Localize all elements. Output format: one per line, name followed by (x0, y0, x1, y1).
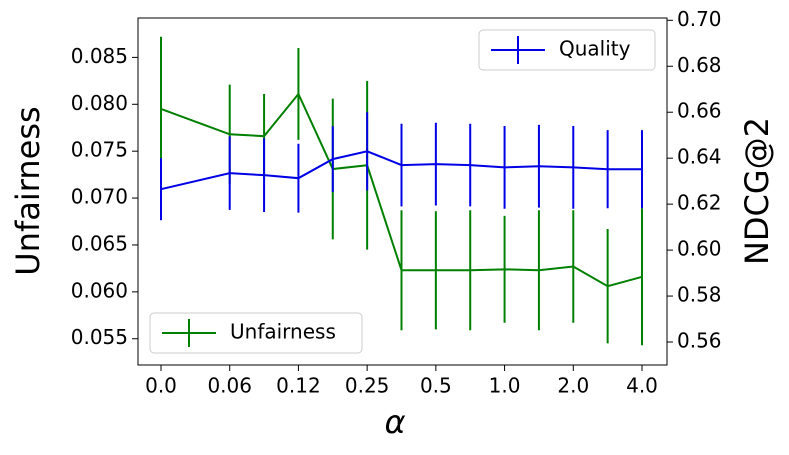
y2-tick-label: 0.60 (677, 237, 722, 261)
y2-tick-label: 0.68 (677, 53, 722, 77)
x-axis-label: α (384, 403, 405, 441)
y2-tick-label: 0.56 (677, 329, 722, 353)
plot-frame (137, 17, 668, 366)
x-tick-label: 0.25 (345, 374, 390, 398)
x-tick-label: 0.0 (145, 374, 177, 398)
x-tick-label: 2.0 (557, 374, 589, 398)
y-tick-label: 0.065 (71, 231, 128, 255)
legend-box (149, 312, 363, 354)
y-tick-label: 0.055 (71, 325, 128, 349)
y2-tick-label: 0.66 (677, 99, 722, 123)
y-axis-label: Unfairness (9, 106, 47, 275)
x-tick-label: 0.12 (276, 374, 321, 398)
series-line (160, 150, 642, 191)
legend-box (478, 29, 656, 71)
y2-tick-label: 0.64 (677, 145, 722, 169)
x-tick-label: 0.5 (420, 374, 452, 398)
y2-axis-label: NDCG@2 (738, 117, 776, 265)
y-tick-label: 0.075 (71, 138, 128, 162)
y-tick-label: 0.085 (71, 44, 128, 68)
x-tick-label: 0.06 (207, 374, 252, 398)
series-line (160, 92, 643, 288)
x-tick-label: 4.0 (626, 374, 658, 398)
y-tick-label: 0.080 (71, 91, 128, 115)
legend-label: Quality (559, 37, 631, 61)
y-tick-label: 0.070 (71, 185, 128, 209)
x-tick-label: 1.0 (489, 374, 521, 398)
y2-tick-label: 0.58 (677, 283, 722, 307)
y2-tick-label: 0.70 (677, 7, 722, 31)
y-tick-label: 0.060 (71, 278, 128, 302)
y2-tick-label: 0.62 (677, 191, 722, 215)
legend-label: Unfairness (230, 320, 336, 344)
